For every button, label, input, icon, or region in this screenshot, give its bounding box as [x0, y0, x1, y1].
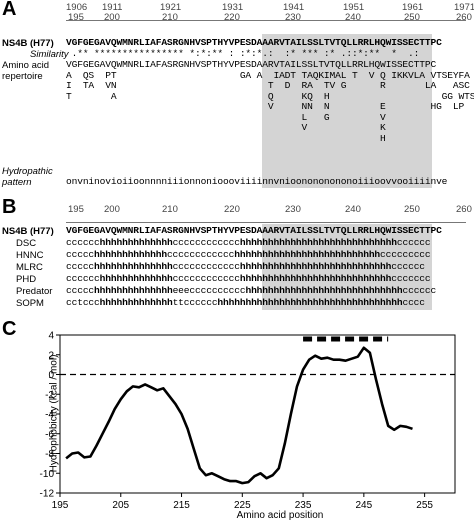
bottom-number-4: 230 [285, 12, 301, 23]
b-number-0: 195 [68, 204, 84, 215]
b-row-label: HNNC [16, 250, 44, 261]
b-row-label: NS4B (H77) [2, 226, 54, 237]
plot-frame [59, 334, 456, 494]
repertoire-row: I TA VN T D RA TV G R LA ASC TAV [66, 80, 474, 91]
b-row-seq: ccccchhhhhhhhhhhhhcccccccccccchhhhhhhhhh… [66, 249, 431, 260]
b-row-seq: ccccchhhhhhhhhhhhhhcccccccccccchhhhhhhhh… [66, 261, 425, 272]
repertoire-row: L G V [66, 111, 386, 123]
bottom-number-2: 210 [162, 12, 178, 23]
bottom-number-1: 200 [104, 12, 120, 23]
bottom-number-3: 220 [224, 12, 240, 23]
top-number-4: 1941 [283, 2, 305, 13]
b-row-seq: VGFGEGAVQWMNRLIAFASRGNHVSPTHYVPESDAAARVT… [66, 225, 442, 236]
b-number-7: 260 [456, 204, 472, 215]
repertoire-row: A QS PT GA A IADT TAQKIMAL T V Q IKKVLA … [66, 69, 470, 81]
y-tick-label: -2 [45, 390, 54, 401]
x-tick-label: 245 [356, 500, 373, 511]
top-number-6: 1961 [402, 2, 424, 13]
panel-b-letter: B [2, 196, 17, 218]
seq-label: NS4B (H77) [2, 38, 54, 49]
similarity-label: Similarity [30, 49, 69, 60]
repertoire-row: VGFGEGAVQWMNRLIAFASRGNHVSPTHYVPESDAARVTA… [66, 59, 437, 70]
panel-b-ruler-line [66, 222, 466, 223]
b-row-seq: cctccchhhhhhhhhhhhhttcccccchhhhhhhhhhhhh… [66, 297, 425, 308]
b-number-1: 200 [104, 204, 120, 215]
b-number-3: 220 [224, 204, 240, 215]
b-number-5: 240 [345, 204, 361, 215]
x-tick-label: 235 [295, 500, 312, 511]
b-row-seq: ccccchhhhhhhhhhhhhheeecccccccccchhhhhhhh… [66, 285, 437, 296]
bottom-number-0: 195 [68, 12, 84, 23]
hydropathic-row: onvninovioiioonnnniiionnonioooviiiinnvni… [66, 176, 448, 187]
x-tick-label: 205 [112, 500, 129, 511]
b-row-label: PHD [16, 274, 37, 285]
y-tick-label: -12 [40, 489, 55, 500]
x-tick-label: 255 [416, 500, 433, 511]
b-number-4: 230 [285, 204, 301, 215]
ns4b-sequence: VGFGEGAVQWMNRLIAFASRGNHVSPTHYVPESDAAARVT… [66, 37, 442, 48]
x-axis-label: Amino acid position [236, 510, 324, 521]
x-tick-label: 215 [173, 500, 190, 511]
b-row-seq: cccccchhhhhhhhhhhhhcccccccccccchhhhhhhhh… [66, 273, 431, 284]
repertoire-row: V NN N E HG LP [66, 101, 465, 112]
repertoire-row: T A Q KQ H GG WTS IT [66, 90, 474, 102]
repertoire-row: V K [66, 122, 386, 133]
panel-a-ruler-line [66, 20, 466, 21]
y-tick-label: -6 [45, 429, 54, 440]
b-row-label: Predator [16, 286, 53, 297]
panel-a-highlight [262, 34, 432, 188]
b-number-2: 210 [162, 204, 178, 215]
x-tick-label: 195 [52, 500, 69, 511]
similarity-row: .** **************** *:*:** : :*:*.: :* … [66, 48, 425, 59]
panel-a-letter: A [2, 0, 17, 20]
x-tick-label: 225 [234, 500, 251, 511]
y-tick-label: 2 [48, 350, 54, 361]
top-number-1: 1911 [102, 2, 123, 13]
top-number-7: 1971 [454, 2, 474, 13]
y-tick-label: 4 [48, 331, 54, 342]
y-tick-label: -4 [45, 410, 54, 421]
panel-b-highlight [262, 224, 432, 310]
bottom-number-6: 250 [404, 12, 420, 23]
top-number-5: 1951 [343, 2, 365, 13]
top-number-2: 1921 [160, 2, 182, 13]
repertoire-label: Amino acid repertoire [2, 60, 49, 82]
panel-c-letter: C [2, 318, 17, 340]
b-row-label: SOPM [16, 298, 44, 309]
top-number-3: 1931 [222, 2, 244, 13]
bottom-number-7: 260 [456, 12, 472, 23]
y-tick-label: -8 [45, 449, 54, 460]
b-row-label: DSC [16, 238, 37, 249]
y-tick-label: -10 [40, 469, 55, 480]
y-tick-label: 0 [48, 370, 54, 381]
hydropathic-label: Hydropathic pattern [2, 166, 53, 188]
b-row-seq: cccccchhhhhhhhhhhhhcccccccccccchhhhhhhhh… [66, 237, 431, 248]
bottom-number-5: 240 [345, 12, 361, 23]
top-number-0: 1906 [66, 2, 88, 13]
repertoire-row: H [66, 132, 386, 144]
b-row-label: MLRC [16, 262, 43, 273]
hydrophobicity-line [65, 346, 413, 485]
b-number-6: 250 [404, 204, 420, 215]
